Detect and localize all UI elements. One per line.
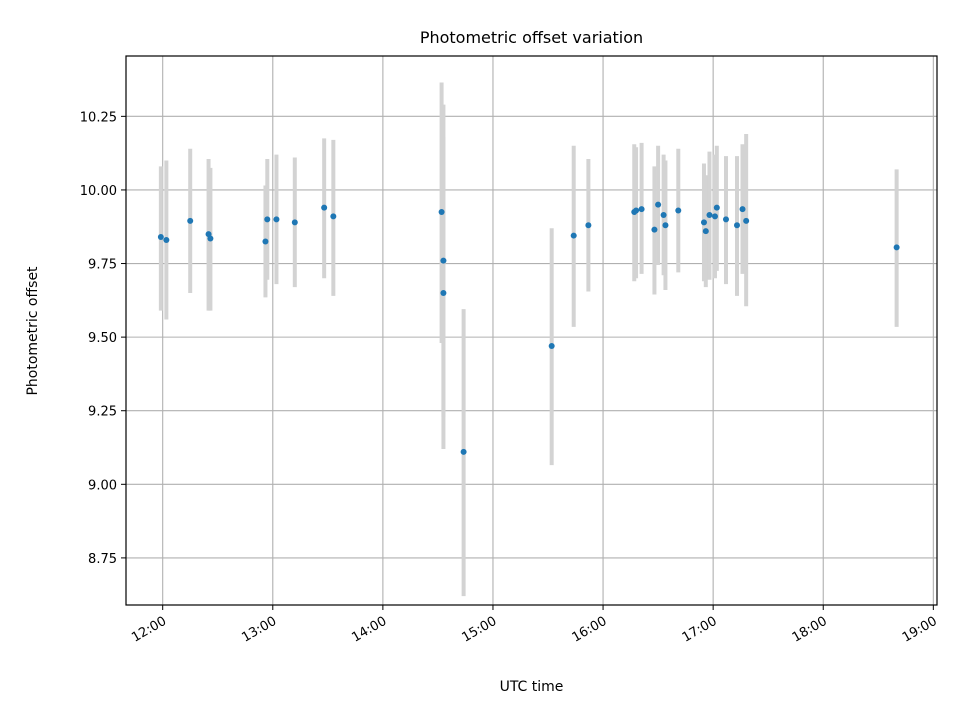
y-axis-ticks: 8.75 9.00 9.25 9.50 9.75 10.00 10.25 [80,110,126,567]
data-point [651,226,658,233]
data-point [739,206,746,213]
data-point [722,216,729,223]
plot-frame [125,55,938,606]
y-tick-label: 9.00 [88,478,117,493]
y-tick-label: 9.25 [88,405,117,420]
y-tick-label: 9.75 [88,258,117,273]
data-point [440,257,447,264]
data-point [660,211,667,218]
data-point [460,448,467,455]
data-points [157,201,900,455]
data-point [713,204,720,211]
data-point [585,222,592,229]
data-point [264,216,271,223]
data-point [440,289,447,296]
data-point [570,232,577,239]
y-tick-label: 8.75 [88,552,117,567]
data-point [662,222,669,229]
data-point [187,217,194,224]
x-axis-label: UTC time [500,679,564,695]
data-point [548,342,555,349]
data-point [438,209,445,216]
data-point [157,234,164,241]
data-point [734,222,741,229]
grid-lines [126,56,937,605]
data-point [655,201,662,208]
data-point [633,207,640,214]
data-point [321,204,328,211]
data-point [163,236,170,243]
data-point [743,217,750,224]
data-point [706,211,713,218]
data-point [893,244,900,251]
data-point [702,228,709,235]
data-point [330,213,337,220]
data-point [638,206,645,213]
data-point [700,219,707,226]
data-point [207,235,214,242]
data-point [675,207,682,214]
data-point [291,219,298,226]
y-axis-label: Photometric offset [25,266,41,396]
chart-title: Photometric offset variation [420,28,643,47]
y-tick-label: 10.00 [80,184,117,199]
y-tick-label: 9.50 [88,331,117,346]
y-tick-label: 10.25 [80,110,117,125]
data-point [262,238,269,245]
data-point [711,213,718,220]
data-point [273,216,280,223]
